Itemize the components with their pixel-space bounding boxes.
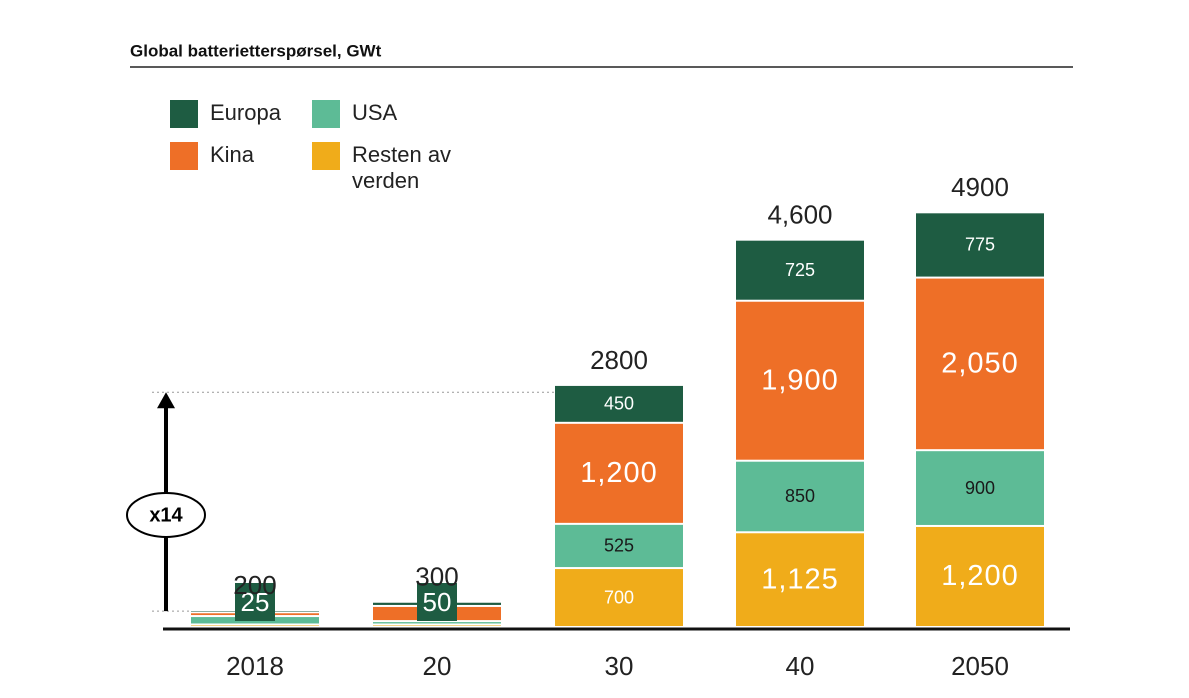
total-label: 4,600 [767, 200, 832, 230]
value-label: 2,050 [941, 348, 1019, 380]
value-label: 775 [965, 235, 995, 255]
value-label: 1,200 [941, 560, 1019, 592]
x-tick-label: 40 [786, 651, 815, 681]
label-box [417, 583, 457, 621]
x-tick-label: 2050 [951, 651, 1009, 681]
legend-item: Europa [170, 100, 330, 128]
bar-segment [916, 451, 1044, 525]
value-label: 25 [241, 587, 270, 617]
value-label: 1,200 [580, 457, 658, 489]
total-label: 2800 [590, 345, 648, 375]
arrow-head [157, 392, 175, 409]
value-label: 700 [604, 587, 634, 607]
total-label: 4900 [951, 172, 1009, 202]
legend-item: USA [312, 100, 472, 128]
annotation-bubble [126, 492, 206, 538]
bar-segment [373, 622, 501, 624]
bar-segment [555, 524, 683, 568]
legend-swatch [312, 100, 340, 128]
legend-swatch [170, 142, 198, 170]
x-tick-label: 2018 [226, 651, 284, 681]
chart-title: Global batterietterspørsel, GWt [130, 41, 382, 60]
bar-segment [373, 625, 501, 626]
value-label: 525 [604, 536, 634, 556]
bar-segment [736, 301, 864, 460]
value-label: 1,900 [761, 364, 839, 396]
value-label: 50 [423, 587, 452, 617]
x-tick-label: 30 [605, 651, 634, 681]
bar-segment [191, 625, 319, 626]
total-label: 200 [233, 570, 276, 600]
bar-segment [916, 526, 1044, 626]
bar-segment [736, 240, 864, 300]
annotation: x14 [149, 504, 183, 526]
bar-segment [555, 569, 683, 626]
value-label: 450 [604, 394, 634, 414]
legend-label: Kina [210, 142, 255, 167]
legend-swatch [312, 142, 340, 170]
total-label: 300 [415, 562, 458, 592]
label-box [235, 583, 275, 621]
x-tick-label: 20 [423, 651, 452, 681]
value-label: 850 [785, 486, 815, 506]
bar-segment [555, 385, 683, 422]
legend-label: Resten av verden [352, 142, 452, 193]
legend-label: USA [352, 100, 398, 125]
bar-segment [555, 423, 683, 523]
value-label: 900 [965, 478, 995, 498]
value-label: 725 [785, 260, 815, 280]
legend-swatch [170, 100, 198, 128]
value-label: 1,125 [761, 563, 839, 595]
bar-segment [916, 213, 1044, 277]
legend-item: Kina [170, 142, 330, 170]
bar-segment [916, 278, 1044, 450]
legend-label: Europa [210, 100, 281, 125]
legend-item: Resten av verden [312, 142, 472, 194]
bar-segment [736, 533, 864, 626]
bar-segment [736, 461, 864, 532]
